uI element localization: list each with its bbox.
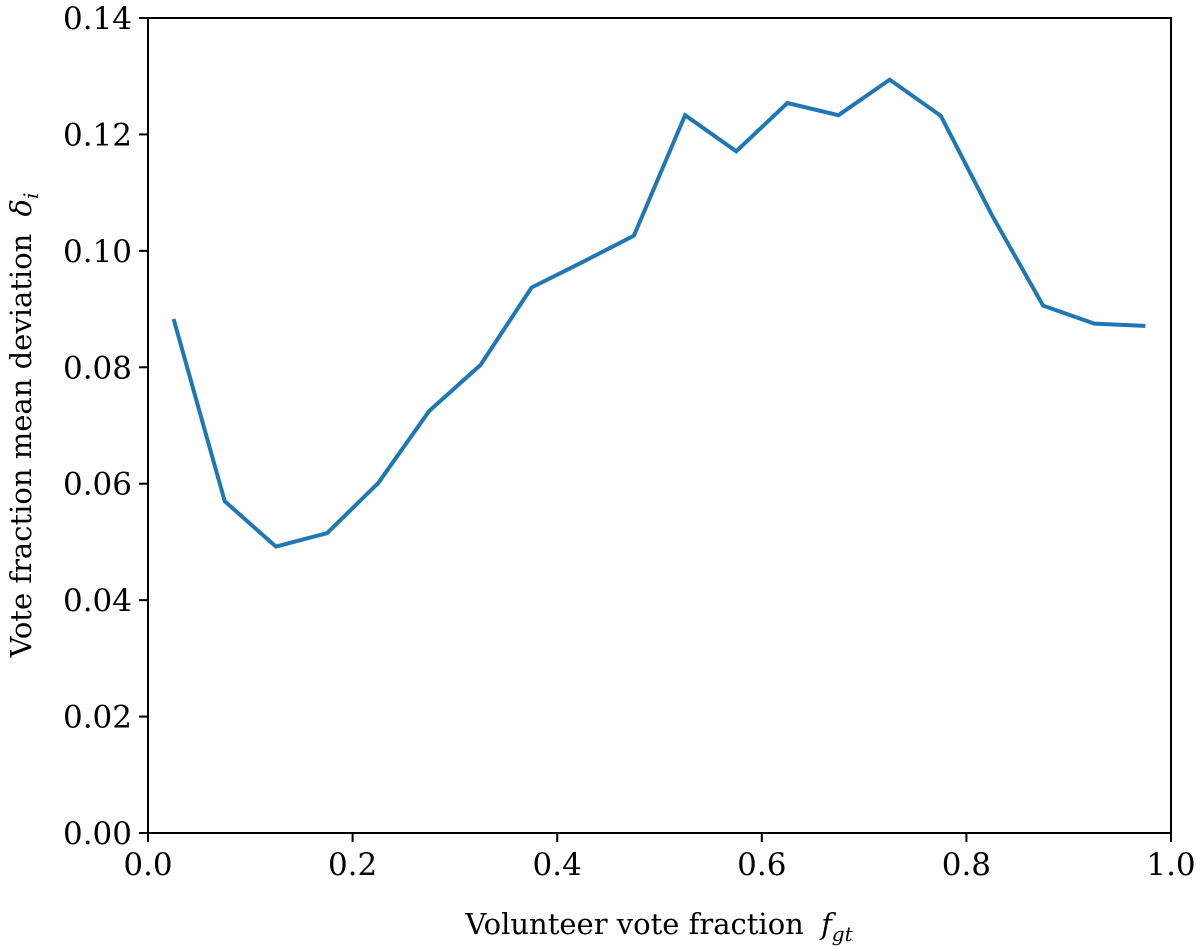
y-tick-label: 0.06 <box>63 467 132 503</box>
y-axis-label-subscript: i <box>19 193 43 199</box>
y-axis-label-symbol: δ <box>4 199 38 216</box>
x-tick-label: 0.8 <box>942 847 991 883</box>
x-tick-label: 0.0 <box>123 847 172 883</box>
ticks-layer: 0.0 0.2 0.4 0.6 0.8 1.0 0.00 0.02 0.04 0.06 0.08 0.… <box>63 1 1196 883</box>
x-axis-label-text: Volunteer vote fraction <box>464 907 804 941</box>
x-tick-label: 0.2 <box>328 847 377 883</box>
y-tick-label: 0.14 <box>63 1 132 37</box>
x-tick-label: 1.0 <box>1146 847 1195 883</box>
y-tick-label: 0.10 <box>63 234 132 270</box>
y-axis-label: Vote fraction mean deviation δi <box>4 193 43 659</box>
y-tick-label: 0.08 <box>63 350 132 386</box>
plot-frame <box>147 17 1172 834</box>
y-tick-label: 0.00 <box>63 816 132 852</box>
y-axis-label-text: Vote fraction mean deviation <box>4 234 38 659</box>
y-tick-label: 0.02 <box>63 700 132 736</box>
y-tick-label: 0.04 <box>63 583 132 619</box>
series-layer <box>171 77 1146 549</box>
x-axis-label: Volunteer vote fraction fgt <box>464 907 853 946</box>
x-tick-label: 0.6 <box>737 847 786 883</box>
x-axis-label-subscript: gt <box>832 922 854 946</box>
series-line <box>171 77 1146 549</box>
y-tick-label: 0.12 <box>63 117 132 153</box>
x-tick-label: 0.4 <box>533 847 582 883</box>
